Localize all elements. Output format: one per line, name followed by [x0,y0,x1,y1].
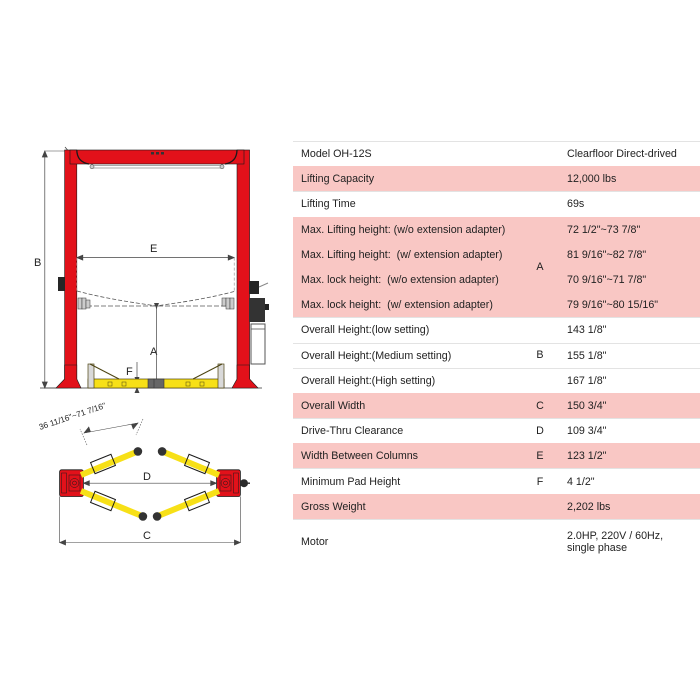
svg-text:C: C [143,530,151,542]
svg-text:F: F [126,366,133,378]
svg-text:B: B [34,257,41,269]
svg-text:D: D [143,471,151,483]
svg-text:E: E [150,243,157,255]
